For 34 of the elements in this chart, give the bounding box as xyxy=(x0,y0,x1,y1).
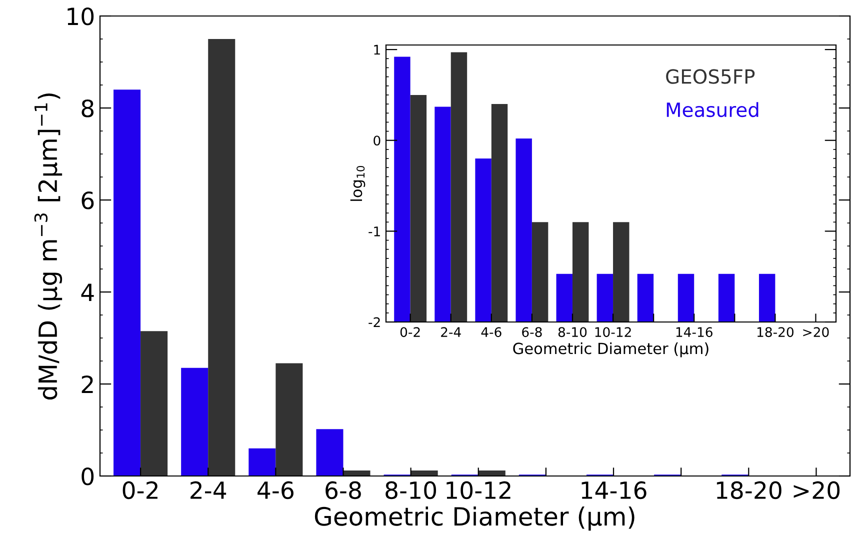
x-tick-label: 8-10 xyxy=(558,327,587,338)
x-tick-label: 18-20 xyxy=(757,327,794,338)
y-tick-label: 2 xyxy=(82,375,93,393)
y-tick-label: 1 xyxy=(374,44,380,55)
x-tick-label: 14-16 xyxy=(676,327,712,338)
x-axis-title: Geometric Diameter (μm) xyxy=(314,506,634,531)
y-tick-label: -2 xyxy=(368,317,380,328)
x-tick-label: 2-4 xyxy=(190,481,226,499)
x-tick-label: 10-12 xyxy=(595,327,631,338)
y-tick-label: 6 xyxy=(82,191,94,210)
y-tick-label: 10 xyxy=(68,7,94,26)
x-tick-label: 10-12 xyxy=(446,481,510,500)
x-tick-label: 0-2 xyxy=(122,481,158,500)
x-tick-label: 18-20 xyxy=(716,481,782,500)
x-tick-label: >20 xyxy=(803,327,829,338)
y-tick-label: 0 xyxy=(82,467,94,486)
y-axis-title: log$_{10}$ xyxy=(350,166,366,201)
x-axis-title: Geometric Diameter (μm) xyxy=(513,342,708,358)
x-tick-label: 2-4 xyxy=(441,327,461,337)
y-axis-title: dM/dD (μg m$^{−3}$ [2μm]$^{−1}$) xyxy=(34,93,62,400)
y-tick-label: 0 xyxy=(374,136,380,146)
x-tick-label: 14-16 xyxy=(582,481,646,500)
y-tick-label: -1 xyxy=(368,226,380,236)
x-tick-label: 6-8 xyxy=(522,327,542,338)
text: Measured xyxy=(666,102,758,118)
x-tick-label: 0-2 xyxy=(400,327,420,338)
x-tick-label: 4-6 xyxy=(258,481,294,500)
x-tick-label: 8-10 xyxy=(386,481,436,500)
x-tick-label: >20 xyxy=(794,481,840,500)
y-tick-label: 4 xyxy=(81,284,94,301)
x-tick-label: 6-8 xyxy=(326,481,361,500)
text: GEOS5FP xyxy=(666,69,755,84)
y-tick-label: 8 xyxy=(82,99,94,118)
x-tick-label: 4-6 xyxy=(481,327,502,338)
